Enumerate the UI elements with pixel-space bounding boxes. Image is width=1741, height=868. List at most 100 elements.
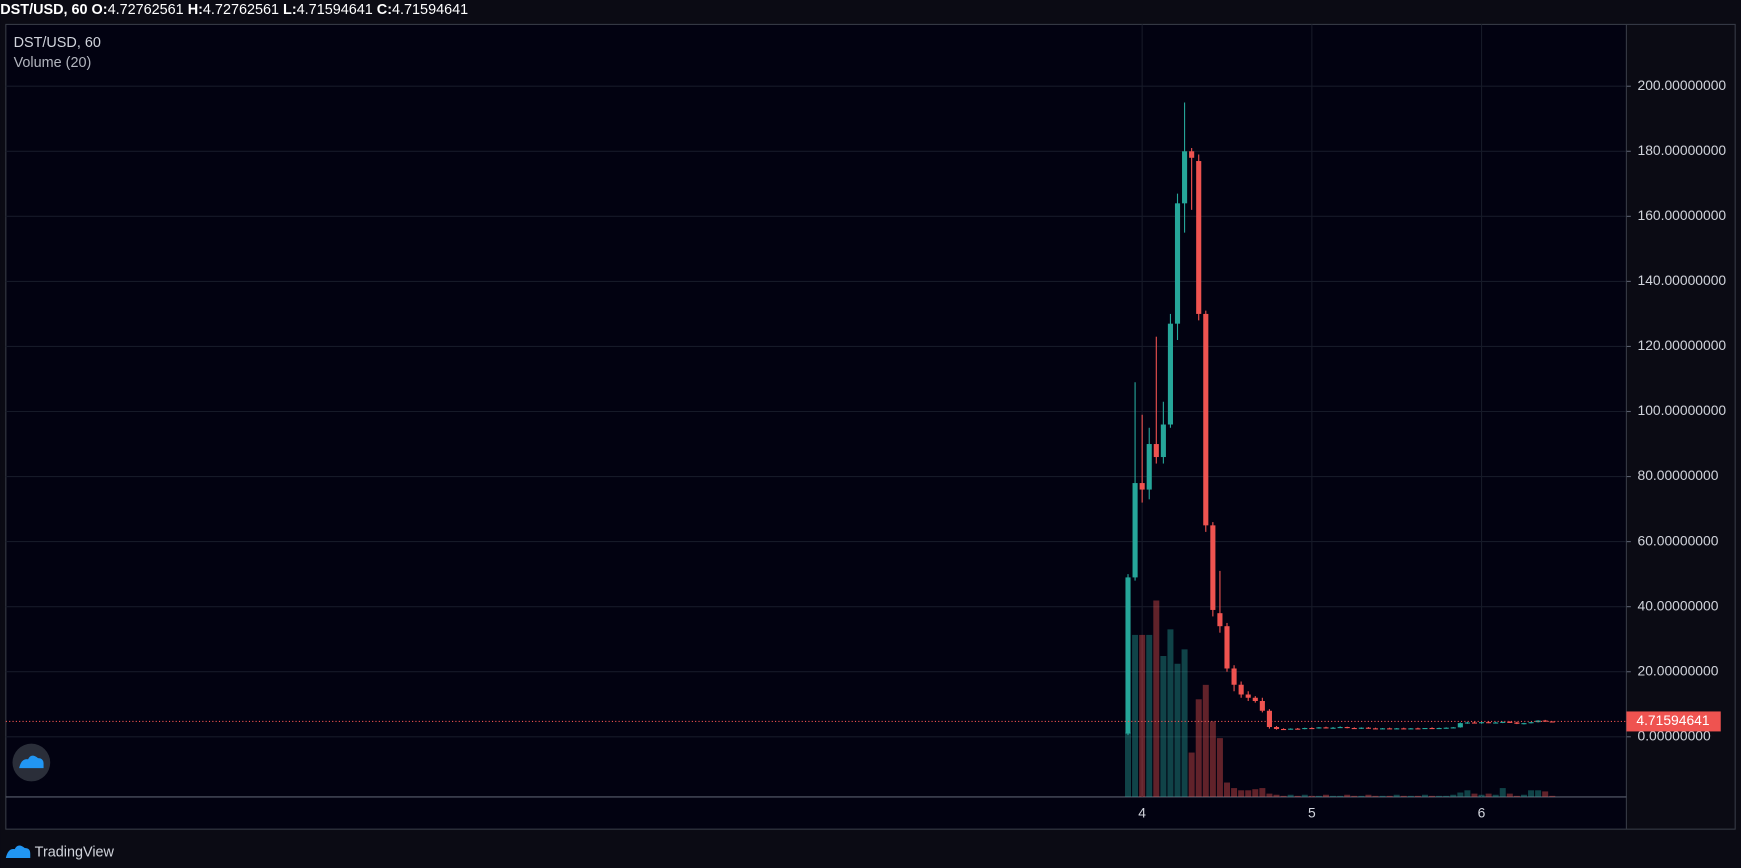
volume-bar [1195,699,1202,797]
candle-body [1252,697,1258,702]
candle-body [1153,444,1159,458]
candle-body [1351,728,1357,730]
y-tick-label: 120.00000000 [1637,337,1726,353]
candle-body [1323,727,1329,729]
candle-body [1337,727,1343,729]
volume-bar [1252,789,1259,797]
chart-border [5,23,1736,830]
volume-bar [1414,795,1421,797]
candle-body [1196,161,1202,314]
volume-bar [1266,793,1273,797]
legend-symbol: DST/USD, 60 [0,2,87,18]
volume-bar [1315,795,1322,797]
volume-bar [1209,721,1216,797]
candle-body [1394,728,1400,730]
candle-body [1500,721,1506,723]
brand-name[interactable]: TradingView [35,844,115,860]
candle-body [1203,313,1209,526]
last-price-badge [1626,711,1721,732]
legend-field-value: 4.71594641 [297,2,373,18]
volume-bar [1273,794,1280,797]
volume-bar [1160,655,1167,797]
volume-bar [1379,795,1386,797]
y-tick-label: 140.00000000 [1637,272,1726,288]
candle-body [1401,728,1407,730]
x-tick-label: 6 [1478,804,1486,820]
candle-body [1281,728,1287,731]
volume-bar [1520,794,1527,797]
brand-icon [5,845,31,859]
candle-body [1450,727,1456,729]
candle-body [1436,728,1442,730]
volume-bar [1337,795,1344,797]
volume-bar [1443,795,1450,797]
volume-bar [1139,634,1146,797]
candle-body [1330,727,1336,729]
candle-body [1358,727,1364,729]
candle-body [1507,721,1513,723]
volume-bar [1216,738,1223,797]
volume-bar [1351,795,1358,797]
volume-bar [1513,795,1520,797]
candle-body [1182,151,1188,204]
x-tick-label: 5 [1308,804,1316,820]
candle-body [1231,668,1237,685]
volume-bar [1202,684,1209,797]
legend-field-label: O: [92,2,108,18]
candle-body [1478,722,1485,724]
volume-bar [1535,790,1542,797]
y-tick-label: 200.00000000 [1637,77,1726,93]
candle-body [1549,721,1555,723]
volume-bar [1153,600,1160,797]
y-tick-label: 0.00000000 [1637,727,1711,743]
candle-body [1189,151,1195,158]
volume-bar [1224,782,1230,797]
candle-body [1302,728,1308,730]
candle-body [1295,728,1301,730]
volume-bar [1174,663,1181,797]
legend-field-value: 4.72762561 [203,2,279,18]
volume-bar [1528,790,1535,797]
volume-bar [1506,793,1513,797]
volume-bar [1167,629,1174,797]
volume-bar [1471,793,1478,797]
candle-body [1266,710,1272,728]
volume-bar [1485,793,1492,797]
candle-body [1443,727,1449,729]
candle-body [1259,701,1265,711]
plot-area [5,24,1627,830]
volume-bar [1181,649,1188,797]
y-tick-label: 20.00000000 [1637,662,1718,678]
volume-bar [1429,795,1436,797]
volume-bar [1294,795,1301,797]
candle-body [1429,728,1435,730]
candle-body [1457,723,1463,728]
volume-bar [1238,790,1245,797]
volume-bar [1259,788,1266,797]
candle-body [1514,722,1520,724]
volume-bar [1499,788,1506,797]
pane-title: DST/USD, 60 [14,35,101,51]
volume-bar [1436,795,1443,797]
candle-body [1160,424,1166,458]
candle-body [1493,722,1499,724]
volume-title: Volume (20) [14,55,92,71]
candle-body [1387,728,1393,730]
y-tick-label: 180.00000000 [1637,142,1726,158]
volume-bar [1287,794,1294,797]
legend-field-label: C: [377,2,392,18]
candle-body [1380,728,1386,730]
candle-body [1273,727,1280,729]
candle-body [1210,525,1216,610]
logo-icon [19,755,44,769]
volume-bar [1464,790,1471,797]
y-tick-label: 60.00000000 [1637,532,1718,548]
candle-body [1238,684,1244,695]
candle-body [1372,728,1379,730]
candle-body [1174,203,1181,324]
volume-bar [1549,795,1556,797]
candle-body [1422,728,1428,730]
legend-field-label: L: [283,2,297,18]
